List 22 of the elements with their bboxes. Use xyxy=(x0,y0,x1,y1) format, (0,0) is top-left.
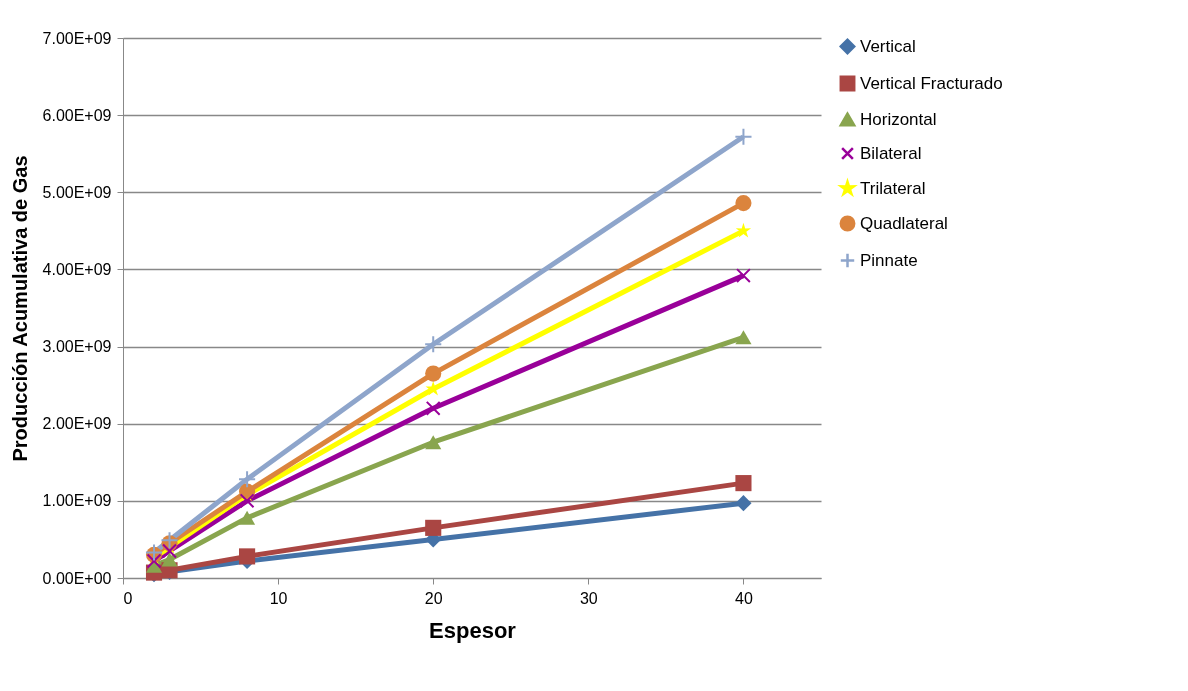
y-tick-label: 1.00E+09 xyxy=(42,492,112,510)
y-tick-label: 3.00E+09 xyxy=(42,338,112,356)
legend-label: Trilateral xyxy=(860,178,926,198)
x-tick-label: 10 xyxy=(269,589,288,607)
y-tick-label: 2.00E+09 xyxy=(42,415,112,433)
legend-label: Quadlateral xyxy=(860,213,948,233)
legend-label: Bilateral xyxy=(860,143,922,163)
y-tick-label: 6.00E+09 xyxy=(42,106,112,124)
y-tick-label: 4.00E+09 xyxy=(42,260,112,278)
legend-label: Vertical Fracturado xyxy=(860,73,1003,93)
y-tick-label: 7.00E+09 xyxy=(42,29,112,47)
x-tick-label: 0 xyxy=(123,589,133,607)
x-tick-label: 20 xyxy=(424,589,443,607)
x-tick-label: 30 xyxy=(579,589,598,607)
legend-label: Vertical xyxy=(860,36,916,56)
y-tick-label: 5.00E+09 xyxy=(42,183,112,201)
x-tick-label: 40 xyxy=(735,589,753,607)
y-tick-label: 0.00E+00 xyxy=(42,569,112,587)
y-axis-title: Producción Acumulativa de Gas xyxy=(8,155,31,462)
legend-label: Horizontal xyxy=(860,109,937,129)
legend-label: Pinnate xyxy=(860,250,918,270)
x-axis-title: Espesor xyxy=(429,617,517,643)
